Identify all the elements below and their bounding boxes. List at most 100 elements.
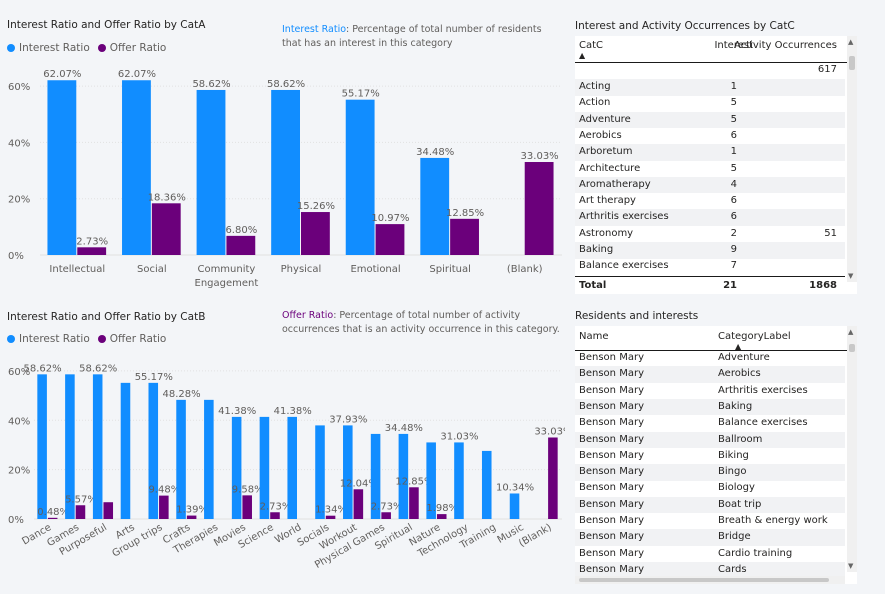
legend-interest-dot (7, 335, 15, 343)
cell-name: Benson Mary (579, 482, 644, 494)
cell-catc: Architecture (579, 162, 641, 174)
note-label: Interest Ratio (282, 24, 347, 35)
table-row[interactable]: Aerobics 6 (575, 128, 845, 145)
data-label: 62.07% (43, 69, 81, 80)
chart2-legend[interactable]: Interest Ratio Offer Ratio (7, 333, 166, 345)
legend-interest-label: Interest Ratio (19, 333, 90, 345)
table2[interactable]: Name CategoryLabel ▲ Benson Mary Adventur… (575, 326, 857, 584)
table2-hscrollbar[interactable] (575, 576, 845, 584)
table-row[interactable]: Adventure 5 (575, 111, 845, 129)
table-row[interactable]: Benson Mary Balance exercises (575, 415, 845, 432)
cell-category-label: Ballroom (718, 433, 763, 445)
y-tick-label: 0% (8, 251, 24, 262)
data-label: 41.38% (274, 406, 312, 417)
col-header-catc[interactable]: CatC (579, 40, 604, 51)
table-row[interactable]: Acting 1 (575, 79, 845, 96)
offer-bar (77, 247, 107, 255)
cell-interest: 2 (730, 227, 737, 239)
col-header-name[interactable]: Name (579, 331, 609, 342)
cell-name: Benson Mary (579, 466, 644, 478)
y-tick-label: 0% (8, 515, 24, 526)
data-label: 2.73% (76, 236, 108, 247)
col-header-category-label[interactable]: CategoryLabel (718, 331, 791, 342)
data-label: 58.62% (267, 79, 305, 90)
interest-bar (398, 433, 409, 519)
scroll-down-icon[interactable]: ▼ (848, 272, 854, 280)
legend-offer-dot (97, 44, 106, 52)
chart2-plot[interactable]: 0%20%40%60%58.62%0.48%Dance5.57%Games58.… (0, 350, 565, 594)
hscroll-thumb[interactable] (579, 578, 829, 582)
table-row[interactable]: Benson Mary Baking (575, 398, 845, 416)
table-row[interactable]: Benson Mary Arthritis exercises (575, 383, 845, 400)
cell-category-label: Aerobics (718, 368, 761, 380)
cell-category-label: Bridge (718, 531, 751, 543)
offer-bar (353, 489, 364, 519)
table-row[interactable]: Benson Mary Adventure (575, 350, 845, 367)
table-row[interactable]: Benson Mary Breath & energy work (575, 513, 845, 530)
cell-interest: 6 (730, 195, 737, 207)
cell-name: Benson Mary (579, 531, 644, 543)
total-label: Total (579, 280, 607, 291)
interest-bar (196, 89, 226, 255)
chart2-title: Interest Ratio and Offer Ratio by CatB (7, 311, 206, 323)
table-row[interactable]: Benson Mary Boat trip (575, 496, 845, 514)
offer-bar (450, 218, 479, 255)
table-row[interactable]: Astronomy 2 51 (575, 226, 845, 243)
scroll-thumb[interactable] (849, 56, 855, 70)
interest-bar (315, 425, 325, 519)
table-row[interactable]: Art therapy 6 (575, 193, 845, 210)
scroll-up-icon[interactable]: ▲ (848, 328, 854, 336)
cell-name: Benson Mary (579, 352, 644, 363)
chart1-plot[interactable]: 0% 20% 40% 60% 62.07% 2.73% Intellectual 62.07%… (0, 60, 565, 295)
chart1-legend[interactable]: Interest Ratio Offer Ratio (7, 42, 166, 54)
cell-name: Benson Mary (579, 563, 644, 575)
col-header-interest[interactable]: Interest (714, 40, 753, 51)
table-row[interactable]: Baking 9 (575, 242, 845, 259)
interest-bar (176, 399, 186, 519)
table1[interactable]: CatC ▲ Interest Activity Occurrences 617… (575, 36, 857, 294)
table-row[interactable]: Benson Mary Biking (575, 448, 845, 465)
scroll-down-icon[interactable]: ▼ (848, 562, 854, 570)
interest-bar (231, 416, 242, 519)
cell-catc: Astronomy (579, 227, 634, 239)
scroll-thumb[interactable] (849, 344, 855, 352)
cell-catc: Acting (579, 81, 611, 92)
table-row[interactable]: Arboretum 1 (575, 144, 845, 161)
table-row[interactable]: Benson Mary Bridge (575, 529, 845, 546)
table-row[interactable]: Benson Mary Cards (575, 561, 845, 579)
table-row[interactable]: Benson Mary Bingo (575, 464, 845, 481)
cell-name: Benson Mary (579, 498, 644, 510)
table-row[interactable]: Benson Mary Biology (575, 480, 845, 497)
cell-interest: 1 (730, 146, 737, 158)
table-row[interactable]: Architecture 5 (575, 161, 845, 178)
data-label: 48.28% (162, 389, 200, 400)
interest-bar (47, 80, 77, 255)
table1-scrollbar[interactable]: ▲ ▼ (847, 36, 857, 282)
x-tick-label: Social (137, 264, 167, 275)
scroll-up-icon[interactable]: ▲ (848, 38, 854, 46)
table-row[interactable]: Aromatherapy 4 (575, 176, 845, 194)
offer-bar (381, 512, 391, 519)
table-row[interactable]: Benson Mary Ballroom (575, 431, 845, 448)
legend-interest-label: Interest Ratio (19, 42, 90, 54)
table2-scrollbar[interactable]: ▲ ▼ (847, 326, 857, 572)
y-tick-label: 40% (8, 138, 30, 149)
table-row[interactable]: Arthritis exercises 6 (575, 209, 845, 226)
interest-bar (120, 382, 131, 519)
table-row[interactable]: Action 5 (575, 95, 845, 112)
sort-asc-icon: ▲ (735, 342, 742, 351)
offer-bar (151, 203, 181, 255)
cell-name: Benson Mary (579, 433, 644, 445)
x-tick-label: Engagement (195, 278, 259, 289)
data-label: 9.48% (148, 485, 180, 496)
data-label: 31.03% (440, 431, 478, 442)
offer-bar (375, 224, 405, 255)
col-header-occurrences[interactable]: Activity Occurrences (734, 40, 837, 51)
offer-bar (548, 437, 558, 519)
table-row[interactable]: Benson Mary Cardio training (575, 546, 845, 563)
table-row[interactable]: Benson Mary Aerobics (575, 366, 845, 383)
interest-bar (481, 450, 492, 519)
data-label: 2.73% (260, 501, 292, 512)
table-row[interactable]: 617 (575, 62, 845, 79)
table-row[interactable]: Balance exercises 7 (575, 258, 845, 275)
